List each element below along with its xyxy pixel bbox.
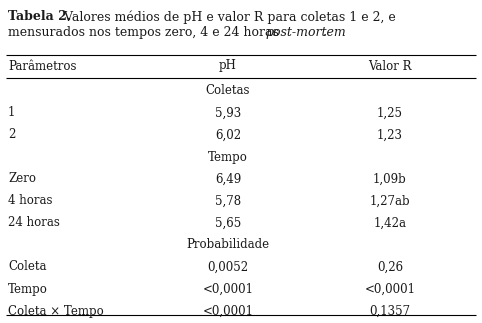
Text: Tempo: Tempo xyxy=(8,283,48,296)
Text: 5,93: 5,93 xyxy=(215,107,241,120)
Text: post-mortem: post-mortem xyxy=(265,26,346,39)
Text: 1,27ab: 1,27ab xyxy=(370,194,410,207)
Text: pH: pH xyxy=(219,59,237,72)
Text: <0,0001: <0,0001 xyxy=(202,283,254,296)
Text: 0,26: 0,26 xyxy=(377,261,403,274)
Text: Valor R: Valor R xyxy=(368,59,412,72)
Text: 5,78: 5,78 xyxy=(215,194,241,207)
Text: 24 horas: 24 horas xyxy=(8,216,60,230)
Text: Coleta × Tempo: Coleta × Tempo xyxy=(8,305,104,318)
Text: Coleta: Coleta xyxy=(8,261,46,274)
Text: Tabela 2.: Tabela 2. xyxy=(8,10,71,23)
Text: Coletas: Coletas xyxy=(206,85,250,98)
Text: 6,02: 6,02 xyxy=(215,129,241,141)
Text: mensurados nos tempos zero, 4 e 24 horas: mensurados nos tempos zero, 4 e 24 horas xyxy=(8,26,283,39)
Text: 2: 2 xyxy=(8,129,15,141)
Text: 5,65: 5,65 xyxy=(215,216,241,230)
Text: 1,25: 1,25 xyxy=(377,107,403,120)
Text: 0,0052: 0,0052 xyxy=(207,261,249,274)
Text: <0,0001: <0,0001 xyxy=(364,283,415,296)
Text: 0,1357: 0,1357 xyxy=(369,305,411,318)
Text: Probabilidade: Probabilidade xyxy=(187,238,269,252)
Text: Valores médios de pH e valor R para coletas 1 e 2, e: Valores médios de pH e valor R para cole… xyxy=(60,10,396,24)
Text: 1: 1 xyxy=(8,107,15,120)
Text: 1,23: 1,23 xyxy=(377,129,403,141)
Text: .: . xyxy=(323,26,327,39)
Text: 4 horas: 4 horas xyxy=(8,194,53,207)
Text: 1,09b: 1,09b xyxy=(373,172,407,185)
Text: Tempo: Tempo xyxy=(208,151,248,163)
Text: <0,0001: <0,0001 xyxy=(202,305,254,318)
Text: 1,42a: 1,42a xyxy=(374,216,406,230)
Text: 6,49: 6,49 xyxy=(215,172,241,185)
Text: Zero: Zero xyxy=(8,172,36,185)
Text: Parâmetros: Parâmetros xyxy=(8,59,77,72)
